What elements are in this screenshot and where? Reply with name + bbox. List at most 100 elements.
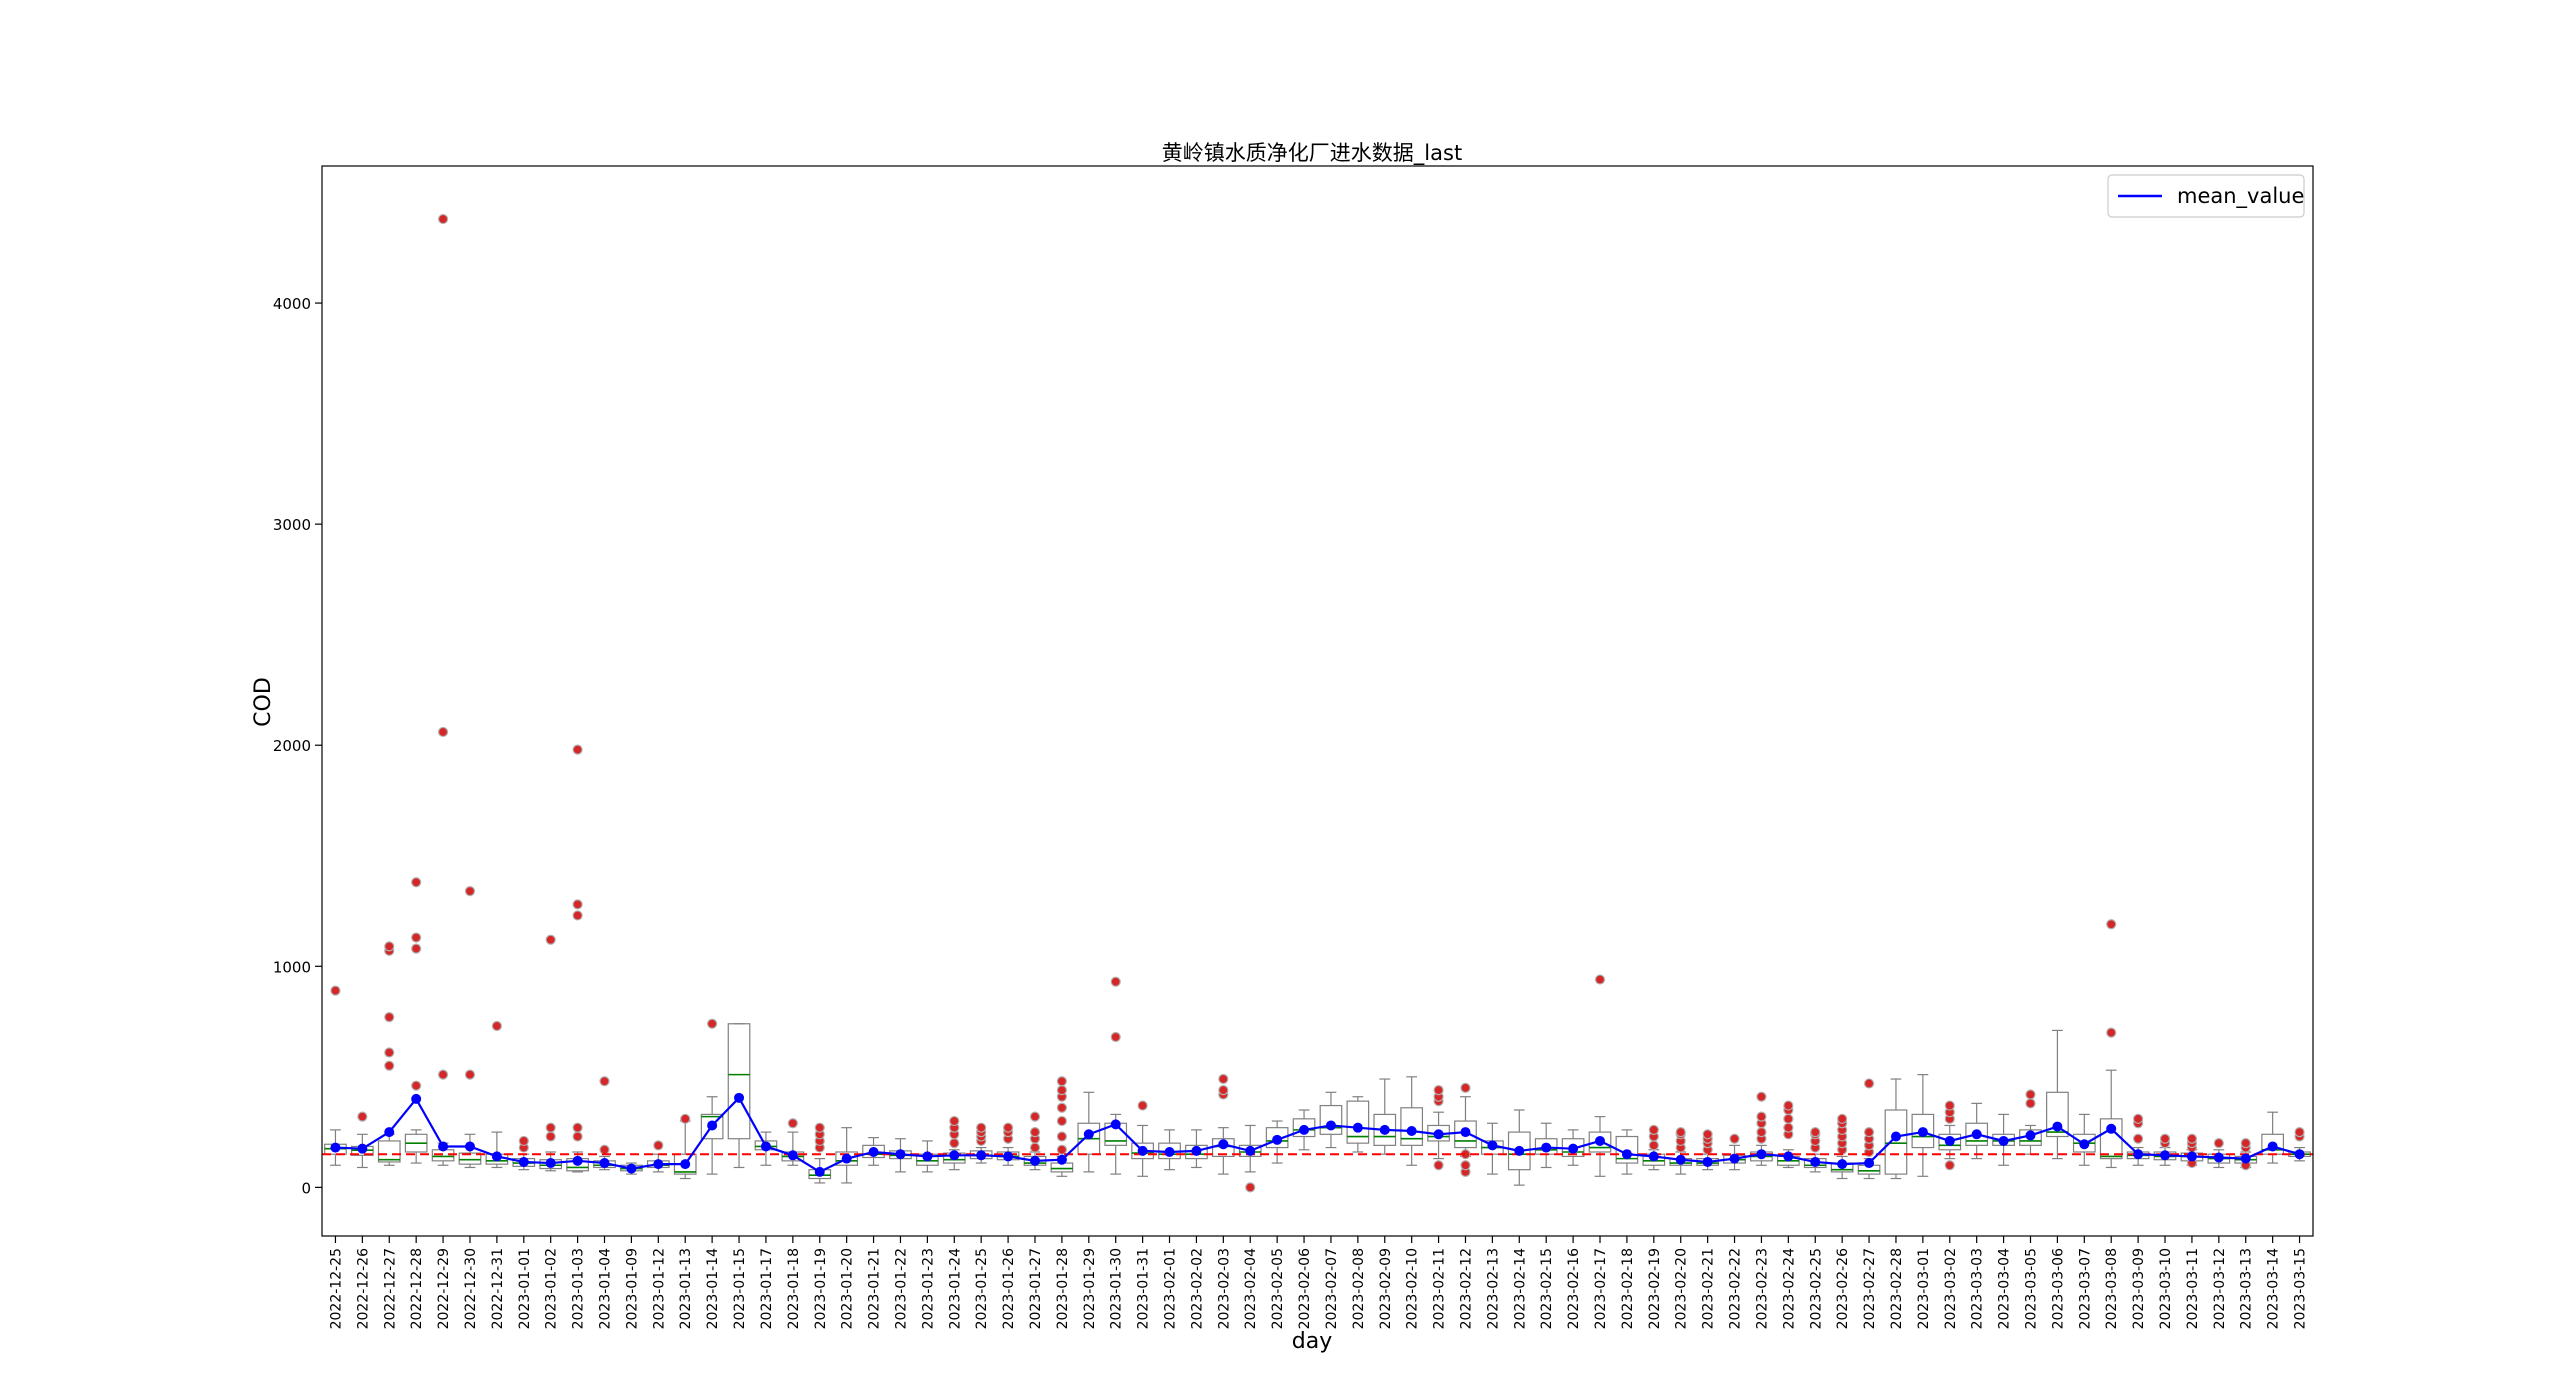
mean-point — [1514, 1145, 1525, 1156]
y-tick-label: 1000 — [273, 958, 311, 976]
y-axis-label: COD — [251, 677, 276, 727]
x-tick-label: 2023-02-13 — [1485, 1248, 1501, 1329]
x-tick-label: 2023-02-03 — [1216, 1248, 1232, 1329]
x-tick-label: 2023-02-05 — [1270, 1248, 1286, 1329]
outlier-point — [545, 1122, 556, 1133]
x-tick-label: 2023-03-05 — [2023, 1248, 2039, 1329]
mean-point — [1702, 1156, 1713, 1167]
mean-point — [1621, 1149, 1632, 1160]
x-tick-label: 2023-01-18 — [786, 1248, 802, 1329]
mean-point — [1971, 1129, 1982, 1140]
outlier-point — [707, 1018, 718, 1029]
box-iqr — [1265, 1127, 1289, 1149]
box-2023-02-22 — [1723, 1133, 1746, 1171]
outlier-point — [1756, 1091, 1767, 1102]
x-tick-label: 2023-02-01 — [1163, 1248, 1179, 1329]
x-tick-label: 2023-02-18 — [1620, 1248, 1636, 1329]
box-iqr — [1507, 1131, 1531, 1171]
outlier-point — [2294, 1126, 2305, 1138]
box-2023-03-05 — [2019, 1089, 2042, 1155]
y-tick-label: 2000 — [273, 737, 311, 755]
box-2022-12-27 — [377, 941, 401, 1166]
x-tick-label: 2023-01-24 — [947, 1248, 963, 1329]
x-tick-label: 2023-01-01 — [517, 1248, 533, 1329]
mean-series — [330, 1092, 2305, 1177]
box-2023-02-26 — [1830, 1113, 1854, 1180]
mean-point — [1406, 1125, 1417, 1136]
mean-point — [1433, 1129, 1444, 1140]
mean-point — [1299, 1124, 1310, 1135]
x-tick-label: 2023-01-19 — [813, 1248, 829, 1329]
x-tick-label: 2023-02-19 — [1647, 1248, 1663, 1329]
legend: mean_value — [2107, 174, 2305, 218]
mean-point — [2267, 1141, 2278, 1152]
y-tick-label: 4000 — [273, 295, 311, 313]
outlier-point — [1944, 1100, 1955, 1111]
box-2023-01-26 — [996, 1122, 1020, 1166]
x-tick-label: 2023-03-09 — [2131, 1248, 2147, 1329]
outlier-point — [572, 1131, 583, 1142]
outlier-point — [814, 1122, 825, 1133]
mean-point — [895, 1149, 906, 1160]
outlier-point — [1056, 1144, 1067, 1155]
x-tick-label: 2023-01-20 — [840, 1248, 856, 1329]
box-2023-03-01 — [1911, 1074, 1935, 1177]
x-tick-label: 2023-01-13 — [678, 1248, 694, 1329]
box-2023-01-28 — [1050, 1076, 1074, 1177]
outlier-point — [1002, 1122, 1014, 1133]
box-2022-12-30 — [458, 886, 482, 1169]
box-iqr — [1938, 1133, 1962, 1151]
box-2023-01-20 — [835, 1127, 859, 1184]
x-tick-label: 2023-02-23 — [1754, 1248, 1770, 1329]
mean-point — [518, 1156, 529, 1167]
outlier-point — [357, 1111, 368, 1122]
x-tick-label: 2023-03-14 — [2266, 1248, 2282, 1329]
outlier-point — [1056, 1076, 1067, 1087]
outlier-point — [949, 1115, 960, 1127]
x-tick-label: 2023-01-17 — [759, 1248, 775, 1329]
mean-point — [1218, 1139, 1229, 1150]
box-2023-02-12 — [1454, 1082, 1477, 1177]
x-tick-label: 2023-01-15 — [732, 1248, 748, 1329]
outlier-point — [1029, 1142, 1041, 1153]
x-tick-label: 2023-02-24 — [1781, 1248, 1797, 1329]
x-tick-label: 2023-03-03 — [1970, 1248, 1986, 1329]
outlier-point — [1110, 976, 1121, 987]
mean-point — [572, 1155, 583, 1166]
x-tick-label: 2023-03-11 — [2185, 1248, 2201, 1329]
outlier-point — [1783, 1122, 1794, 1133]
mean-point — [1487, 1140, 1498, 1151]
mean-point — [1837, 1159, 1848, 1170]
outlier-point — [1029, 1111, 1041, 1122]
outlier-point — [1783, 1113, 1794, 1124]
outlier-point — [1056, 1115, 1067, 1127]
box-2023-02-05 — [1265, 1120, 1289, 1164]
mean-point — [1541, 1142, 1552, 1153]
x-tick-label: 2023-02-16 — [1566, 1248, 1582, 1329]
x-tick-label: 2023-03-01 — [1916, 1248, 1932, 1329]
outlier-point — [330, 985, 341, 996]
mean-point — [599, 1158, 610, 1169]
mean-point — [1810, 1156, 1821, 1167]
mean-point — [1675, 1154, 1686, 1165]
x-tick-label: 2023-01-21 — [867, 1248, 883, 1329]
mean-point — [1379, 1124, 1390, 1135]
x-tick-label: 2023-01-12 — [651, 1248, 667, 1329]
x-tick-label: 2023-01-03 — [571, 1248, 587, 1329]
outlier-point — [2133, 1113, 2144, 1124]
outlier-point — [384, 1060, 395, 1071]
box-2023-01-25 — [969, 1122, 993, 1164]
x-tick-label: 2023-02-04 — [1243, 1248, 1259, 1329]
mean-point — [1325, 1120, 1336, 1131]
outlier-point — [2025, 1089, 2036, 1100]
box-iqr — [1884, 1109, 1908, 1175]
mean-point — [438, 1141, 449, 1152]
outlier-point — [572, 1122, 583, 1133]
x-tick-label: 2023-03-12 — [2212, 1248, 2228, 1329]
box-2023-02-28 — [1884, 1078, 1908, 1180]
x-tick-label: 2023-02-22 — [1728, 1248, 1744, 1329]
mean-point — [1083, 1129, 1094, 1140]
mean-point — [1595, 1135, 1606, 1146]
outlier-point — [1137, 1100, 1148, 1111]
mean-point — [2052, 1121, 2063, 1132]
